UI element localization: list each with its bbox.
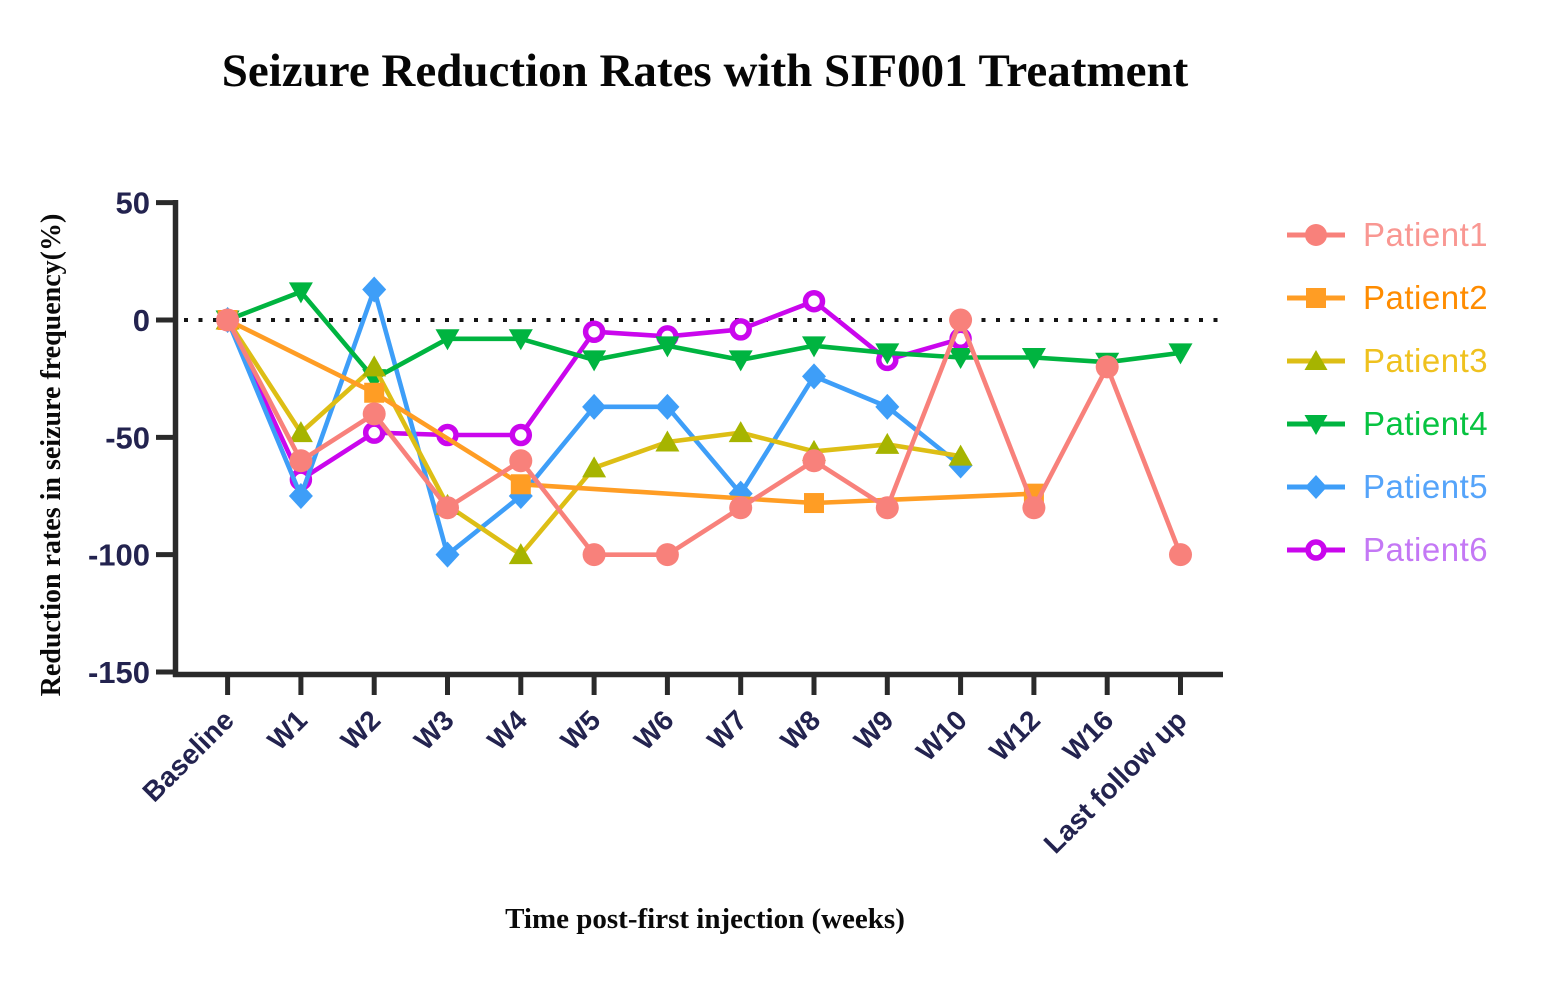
marker-Patient3-W9 <box>875 432 900 454</box>
marker-Patient4-W7 <box>728 350 753 372</box>
marker-Patient4-W1 <box>288 282 313 304</box>
marker-Patient4-W5 <box>582 350 607 372</box>
legend-marker-icon <box>1287 538 1345 561</box>
marker-Patient6-W4 <box>509 423 533 447</box>
x-tick-label: W2 <box>335 704 387 756</box>
legend-marker-icon <box>1287 349 1345 370</box>
x-tick-label: W9 <box>848 704 900 756</box>
series-line-Patient4 <box>225 289 1183 381</box>
legend-item-patient2: Patient2 <box>1285 266 1488 329</box>
x-tick-label: W8 <box>775 704 827 756</box>
legend-item-patient3: Patient3 <box>1285 329 1488 392</box>
chart-title: Seizure Reduction Rates with SIF001 Trea… <box>221 45 1189 97</box>
x-tick-label: W4 <box>481 704 533 756</box>
marker-Patient2-W4 <box>510 474 531 495</box>
marker-Patient1-W6 <box>655 543 679 567</box>
x-tick-label: Baseline <box>136 704 239 807</box>
marker-Patient6-W5 <box>582 320 606 343</box>
legend-item-patient1: Patient1 <box>1285 203 1488 266</box>
marker-Patient1-Last follow up <box>1169 543 1192 567</box>
legend-item-patient5: Patient5 <box>1285 455 1488 518</box>
marker-Patient1-W4 <box>509 449 533 473</box>
legend: Patient1 Patient2 Patient3 Patient4 Patient5… <box>1285 203 1488 581</box>
marker-Patient4-W4 <box>508 329 533 351</box>
marker-Patient4-W6 <box>655 336 680 358</box>
x-tick-label: W5 <box>555 704 607 756</box>
legend-label: Patient1 <box>1363 215 1489 253</box>
marker-Patient1-W10 <box>949 308 973 332</box>
legend-marker-icon <box>1287 474 1345 499</box>
marker-Patient1-W8 <box>802 449 826 473</box>
marker-Patient5-W5 <box>582 393 607 420</box>
y-tick-label: 50 <box>116 186 150 221</box>
marker-Patient5-W2 <box>362 276 387 303</box>
marker-Patient5-W1 <box>288 483 313 510</box>
legend-marker-icon <box>1287 223 1345 246</box>
legend-label: Patient6 <box>1363 530 1489 568</box>
legend-label: Patient2 <box>1363 278 1489 316</box>
marker-Patient3-W4 <box>508 543 533 565</box>
marker-Patient3-W6 <box>655 430 680 452</box>
legend-label: Patient5 <box>1363 467 1489 505</box>
marker-Patient4-W8 <box>802 336 826 358</box>
marker-Patient1-W16 <box>1095 355 1119 379</box>
marker-Patient4-W9 <box>875 343 900 365</box>
x-tick-label: W7 <box>701 704 753 756</box>
marker-Patient1-W2 <box>362 402 386 426</box>
marker-Patient2-W2 <box>364 382 385 403</box>
legend-label: Patient4 <box>1363 404 1489 442</box>
marker-Patient1-Baseline <box>216 308 240 332</box>
legend-marker-icon <box>1287 414 1345 435</box>
marker-Patient2-W8 <box>804 493 824 514</box>
marker-Patient5-W6 <box>655 393 680 420</box>
x-axis-title: Time post-first injection (weeks) <box>505 903 905 935</box>
y-tick-label: -100 <box>88 538 150 573</box>
series-line-Patient1 <box>225 317 1183 557</box>
marker-Patient1-W1 <box>289 449 313 473</box>
x-tick-label: W6 <box>628 704 680 756</box>
marker-Patient5-W8 <box>802 363 826 390</box>
y-tick-label: 0 <box>133 303 150 338</box>
marker-Patient3-W10 <box>948 444 973 466</box>
x-tick-label: W1 <box>262 704 314 756</box>
x-tick-label: W3 <box>408 704 460 756</box>
marker-Patient6-W7 <box>729 318 752 341</box>
marker-Patient3-W2 <box>362 355 387 377</box>
marker-Patient5-W9 <box>875 393 900 420</box>
y-tick-label: -150 <box>88 655 150 690</box>
marker-Patient1-W9 <box>875 496 899 520</box>
marker-Patient1-W7 <box>729 496 753 520</box>
x-tick-label: W10 <box>910 704 973 767</box>
y-tick-label: -50 <box>105 420 150 455</box>
marker-Patient1-W5 <box>582 543 606 567</box>
marker-Patient1-W3 <box>436 496 459 520</box>
marker-Patient1-W12 <box>1022 496 1046 520</box>
marker-Patient3-W5 <box>582 456 607 478</box>
legend-marker-icon <box>1287 287 1345 308</box>
legend-label: Patient3 <box>1363 341 1489 379</box>
marker-Patient4-W3 <box>435 329 460 351</box>
marker-Patient4-Last follow up <box>1168 343 1193 365</box>
x-tick-label: W16 <box>1057 704 1120 767</box>
marker-Patient5-W3 <box>435 541 460 568</box>
marker-Patient6-W2 <box>362 421 386 444</box>
legend-item-patient6: Patient6 <box>1285 518 1488 581</box>
x-tick-label: W12 <box>984 704 1047 767</box>
legend-item-patient4: Patient4 <box>1285 392 1488 455</box>
marker-Patient6-W8 <box>802 289 826 313</box>
marker-Patient3-W7 <box>728 421 753 443</box>
marker-Patient4-W10 <box>948 348 973 370</box>
marker-Patient4-W12 <box>1021 348 1046 370</box>
marker-Patient3-W1 <box>288 421 313 443</box>
